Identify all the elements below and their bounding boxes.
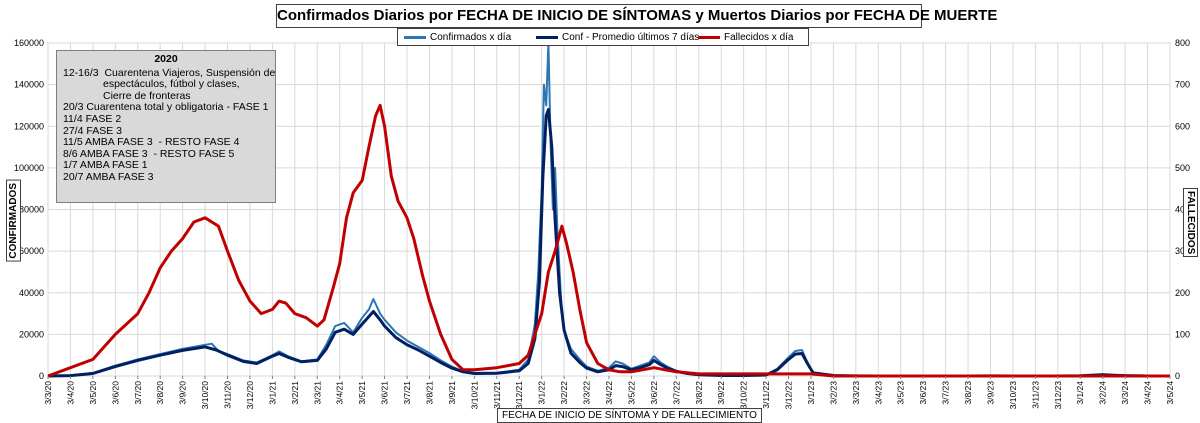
legend-item-confirmados: Confirmados x día bbox=[404, 32, 511, 43]
x-tick-label: 3/8/23 bbox=[963, 381, 973, 405]
x-tick-label: 3/6/20 bbox=[110, 381, 120, 405]
y-tick-label-left: 140000 bbox=[14, 80, 44, 90]
x-tick-label: 3/7/23 bbox=[941, 381, 951, 405]
legend: Confirmados x día Conf - Promedio último… bbox=[397, 28, 809, 46]
annotation-line: 8/6 AMBA FASE 3 - RESTO FASE 5 bbox=[63, 147, 235, 160]
axes-layer: 0 0 20000 100 40000 200 60000 300 80000 400 100000… bbox=[14, 38, 1190, 409]
x-tick-label: 3/12/23 bbox=[1053, 381, 1063, 410]
x-tick-label: 3/4/20 bbox=[65, 381, 75, 405]
x-tick-label: 3/2/21 bbox=[290, 381, 300, 405]
x-tick-label: 3/4/24 bbox=[1143, 381, 1153, 405]
chart-title: Confirmados Diarios por FECHA DE INICIO … bbox=[276, 4, 997, 28]
x-tick-label: 3/9/21 bbox=[447, 381, 457, 405]
y-axis-title-left: CONFIRMADOS bbox=[6, 180, 21, 262]
x-tick-label: 3/2/23 bbox=[828, 381, 838, 405]
legend-swatch-fallecidos bbox=[698, 36, 720, 39]
y-tick-label-left: 120000 bbox=[14, 121, 44, 131]
x-tick-label: 3/5/24 bbox=[1165, 381, 1175, 405]
x-tick-label: 3/3/22 bbox=[582, 381, 592, 405]
annotation-line: 27/4 FASE 3 bbox=[63, 124, 122, 137]
annotation-box: 2020 12-16/3 Cuarentena Viajeros, Suspen… bbox=[56, 50, 276, 203]
x-tick-label: 3/5/23 bbox=[896, 381, 906, 405]
legend-label-confirmados: Confirmados x día bbox=[430, 32, 512, 43]
legend-label-fallecidos: Fallecidos x día bbox=[724, 32, 794, 43]
x-tick-label: 3/6/21 bbox=[380, 381, 390, 405]
x-tick-label: 3/7/22 bbox=[671, 381, 681, 405]
y-tick-label-right: 400 bbox=[1175, 205, 1190, 215]
legend-item-promedio: Conf - Promedio últimos 7 días bbox=[536, 32, 699, 43]
annotation-line: espectáculos, fútbol y clases, bbox=[103, 78, 240, 91]
y-tick-label-left: 0 bbox=[39, 371, 44, 381]
y-tick-label-right: 300 bbox=[1175, 246, 1190, 256]
x-tick-label: 3/5/21 bbox=[357, 381, 367, 405]
x-tick-label: 3/7/20 bbox=[133, 381, 143, 405]
x-tick-label: 3/6/22 bbox=[649, 381, 659, 405]
x-tick-label: 3/10/20 bbox=[200, 381, 210, 410]
y-tick-label-left: 100000 bbox=[14, 163, 44, 173]
y-tick-label-right: 800 bbox=[1175, 38, 1190, 48]
x-tick-label: 3/12/22 bbox=[784, 381, 794, 410]
x-tick-label: 3/1/24 bbox=[1075, 381, 1085, 405]
annotation-line: 11/4 FASE 2 bbox=[63, 112, 122, 125]
x-tick-label: 3/10/21 bbox=[469, 381, 479, 410]
annotation-line: 1/7 AMBA FASE 1 bbox=[63, 159, 148, 172]
annotation-line: 20/3 Cuarentena total y obligatoria - FA… bbox=[63, 101, 269, 114]
y-tick-label-left: 80000 bbox=[19, 205, 44, 215]
x-tick-label: 3/1/21 bbox=[267, 381, 277, 405]
y-tick-label-right: 0 bbox=[1175, 371, 1180, 381]
y-tick-label-left: 20000 bbox=[19, 329, 44, 339]
legend-swatch-promedio bbox=[536, 36, 558, 39]
y-tick-label-right: 600 bbox=[1175, 121, 1190, 131]
x-tick-label: 3/9/23 bbox=[985, 381, 995, 405]
x-tick-label: 3/11/20 bbox=[223, 381, 233, 409]
x-tick-label: 3/11/21 bbox=[492, 381, 502, 409]
x-tick-label: 3/11/23 bbox=[1030, 381, 1040, 409]
x-tick-label: 3/11/22 bbox=[761, 381, 771, 409]
x-tick-label: 3/1/23 bbox=[806, 381, 816, 405]
x-tick-label: 3/12/21 bbox=[514, 381, 524, 410]
x-tick-label: 3/2/22 bbox=[559, 381, 569, 405]
x-tick-label: 3/10/23 bbox=[1008, 381, 1018, 410]
x-tick-label: 3/8/21 bbox=[424, 381, 434, 405]
x-tick-label: 3/6/23 bbox=[918, 381, 928, 405]
legend-label-promedio: Conf - Promedio últimos 7 días bbox=[562, 32, 700, 43]
x-tick-label: 3/8/20 bbox=[155, 381, 165, 405]
x-tick-label: 3/1/22 bbox=[537, 381, 547, 405]
x-tick-label: 3/8/22 bbox=[694, 381, 704, 405]
x-tick-label: 3/9/22 bbox=[716, 381, 726, 405]
legend-swatch-confirmados bbox=[404, 36, 426, 39]
y-axis-title-right: FALLECIDOS bbox=[1183, 188, 1198, 258]
x-tick-label: 3/5/20 bbox=[88, 381, 98, 405]
y-tick-label-right: 700 bbox=[1175, 80, 1190, 90]
annotation-line: 20/7 AMBA FASE 3 bbox=[63, 170, 154, 183]
x-tick-label: 3/4/23 bbox=[873, 381, 883, 405]
x-tick-label: 3/9/20 bbox=[178, 381, 188, 405]
x-axis-title: FECHA DE INICIO DE SÍNTOMA Y DE FALLECIM… bbox=[497, 408, 762, 423]
annotation-year: 2020 bbox=[154, 53, 178, 65]
y-tick-label-left: 160000 bbox=[14, 38, 44, 48]
x-tick-label: 3/7/21 bbox=[402, 381, 412, 405]
x-tick-label: 3/3/20 bbox=[43, 381, 53, 405]
annotation-line: 12-16/3 Cuarentena Viajeros, Suspensión … bbox=[63, 66, 276, 79]
annotation-line: 11/5 AMBA FASE 3 - RESTO FASE 4 bbox=[63, 136, 240, 149]
x-tick-label: 3/12/20 bbox=[245, 381, 255, 410]
y-tick-label-left: 60000 bbox=[19, 246, 44, 256]
x-tick-label: 3/4/22 bbox=[604, 381, 614, 405]
y-tick-label-right: 100 bbox=[1175, 329, 1190, 339]
x-tick-label: 3/3/21 bbox=[312, 381, 322, 405]
legend-item-fallecidos: Fallecidos x día bbox=[698, 32, 793, 43]
x-tick-label: 3/3/23 bbox=[851, 381, 861, 405]
x-tick-label: 3/4/21 bbox=[335, 381, 345, 405]
x-tick-label: 3/2/24 bbox=[1098, 381, 1108, 405]
x-tick-label: 3/5/22 bbox=[626, 381, 636, 405]
y-tick-label-right: 200 bbox=[1175, 288, 1190, 298]
y-tick-label-left: 40000 bbox=[19, 288, 44, 298]
x-tick-label: 3/10/22 bbox=[739, 381, 749, 410]
x-tick-label: 3/3/24 bbox=[1120, 381, 1130, 405]
y-tick-label-right: 500 bbox=[1175, 163, 1190, 173]
annotation-line: Cierre de fronteras bbox=[103, 89, 191, 102]
